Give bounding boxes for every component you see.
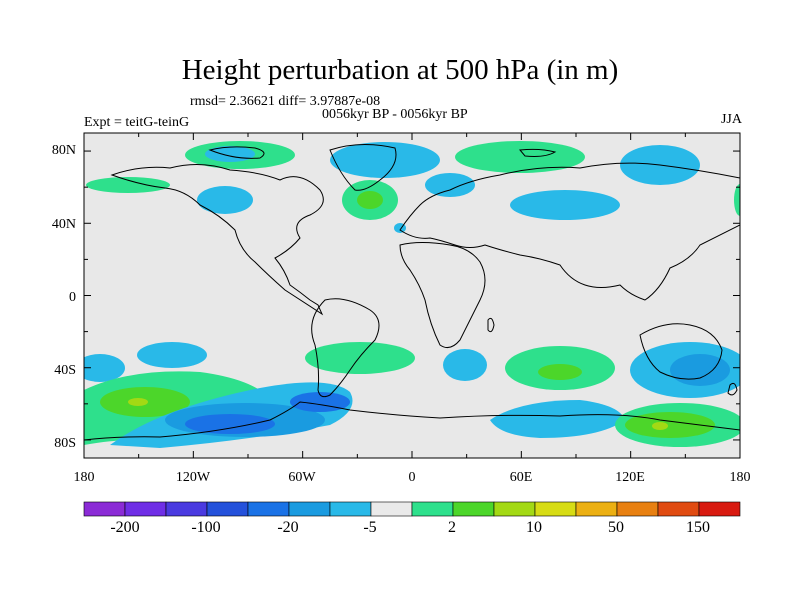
anomaly-region [425,173,475,197]
colorbar-swatch [165,501,208,517]
anomaly-region [490,400,625,438]
colorbar-swatch [83,501,126,517]
colorbar-label: -20 [277,519,298,536]
period-text: 0056kyr BP - 0056kyr BP [322,107,468,122]
anomaly-region [86,177,170,193]
australia-coast [639,323,723,380]
colorbar-label: -100 [191,519,220,536]
colorbar-swatch [247,501,290,517]
arctic-islands-coast [208,146,265,159]
colorbar-swatch [206,501,249,517]
anomaly-region [357,191,383,209]
colorbar-swatch [698,501,741,517]
anomaly-region [510,190,620,220]
lon-label: 180 [730,470,751,485]
lat-label: 40S [54,363,76,378]
colorbar-swatch [411,501,454,517]
lat-label: 80N [52,143,76,158]
colorbar-swatch [657,501,700,517]
colorbar-label: 50 [608,519,624,536]
anomaly-region [128,398,148,406]
colorbar-label: 10 [526,519,542,536]
colorbar-swatch [124,501,167,517]
anomaly-region [443,349,487,381]
lat-label: 40N [52,217,76,232]
colorbar-label: 2 [448,519,456,536]
lat-label: 80S [54,436,76,451]
coastlines [84,143,740,441]
africa-coast [399,242,486,349]
colorbar-swatch [534,501,577,517]
colorbar-swatch [288,501,331,517]
new-zealand-coast [727,382,738,396]
experiment-label: Expt = teitG-teinG [84,115,190,130]
lon-label: 180 [74,470,95,485]
lon-label: 120E [615,470,645,485]
colorbar-swatch [575,501,618,517]
antarctica-coast [84,401,740,441]
anomaly-region [538,364,582,380]
south-america-coast [311,298,380,398]
anomaly-region [455,141,585,173]
anomaly-region [670,354,730,386]
colorbar-swatch [452,501,495,517]
arctic-islands-coast [519,148,557,157]
colorbar-swatch [616,501,659,517]
anomaly-region [185,414,275,434]
anomaly-region [625,412,715,438]
anomaly-region [305,342,415,374]
colorbar [83,501,741,517]
lat-label: 0 [69,290,76,305]
colorbar-label: -5 [363,519,376,536]
anomaly-region [330,142,440,178]
colorbar-labels: -200 -100 -20 -5 2 10 50 150 [110,519,710,536]
madagascar-coast [487,317,495,333]
anomaly-fields [84,141,740,448]
anomaly-region [652,422,668,430]
map-title: Height perturbation at 500 hPa (in m) [181,54,619,86]
lon-label: 0 [409,470,416,485]
lon-label: 60W [288,470,316,485]
north-america-coast [110,164,324,316]
season-label: JJA [720,112,742,127]
colorbar-label: 150 [686,519,710,536]
colorbar-swatch [493,501,536,517]
anomaly-region [197,186,253,214]
colorbar-swatch [329,501,372,517]
greenland-coast [329,143,397,191]
anomaly-region [734,184,740,216]
axis-ticks [83,133,741,458]
rmsd-diff-text: rmsd= 2.36621 diff= 3.97887e-08 [190,94,381,109]
eurasia-coast [399,162,740,301]
anomaly-region [137,342,207,368]
lon-label: 120W [176,470,211,485]
lon-label: 60E [510,470,533,485]
anomaly-region [84,354,125,382]
colorbar-swatch [370,501,413,517]
colorbar-label: -200 [110,519,139,536]
anomaly-region [205,146,255,162]
